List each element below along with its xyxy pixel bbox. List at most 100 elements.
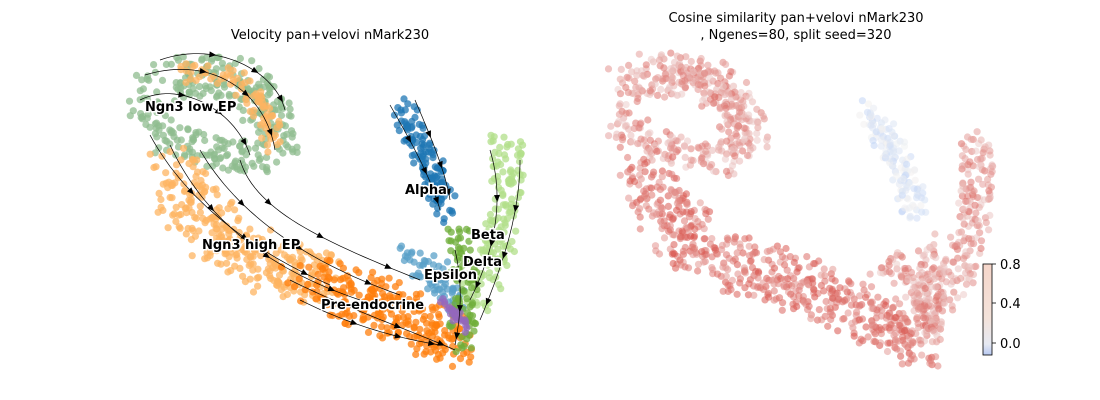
cell-point <box>245 261 253 269</box>
cell-point <box>817 271 825 279</box>
cell-point <box>419 143 427 151</box>
cell-point <box>755 269 763 277</box>
cell-point <box>670 250 679 258</box>
cell-point <box>734 270 742 278</box>
cell-point <box>962 280 971 288</box>
cell-point <box>723 111 731 119</box>
cell-point <box>709 266 717 274</box>
cell-point <box>486 210 494 219</box>
cell-point <box>168 127 176 135</box>
cell-point <box>840 296 849 304</box>
cell-point <box>871 338 880 346</box>
cell-point <box>218 225 226 233</box>
cell-point <box>451 192 459 200</box>
cell-point <box>698 102 706 110</box>
cell-point <box>403 249 411 257</box>
cell-point <box>435 313 443 321</box>
cell-point <box>744 291 753 299</box>
cell-point <box>176 124 184 132</box>
cell-point <box>978 154 986 162</box>
cell-point <box>890 120 898 128</box>
streamline-arrow <box>294 243 303 250</box>
cell-point <box>172 203 180 211</box>
cell-point <box>898 328 906 336</box>
cell-point <box>739 249 747 257</box>
cell-point <box>987 170 995 178</box>
cell-point <box>919 252 927 260</box>
cell-point <box>444 225 452 233</box>
cell-point <box>429 261 438 269</box>
cell-point <box>970 240 978 248</box>
cluster-label-ngn3-low-ep: Ngn3 low EP <box>145 100 236 115</box>
cell-point <box>781 261 789 269</box>
cell-point <box>651 242 660 250</box>
cell-point <box>404 317 412 325</box>
cell-point <box>984 175 992 183</box>
cell-point <box>228 198 236 206</box>
cell-point <box>899 333 907 341</box>
cell-point <box>271 131 279 139</box>
cell-point <box>212 234 220 242</box>
cell-point <box>624 168 632 176</box>
cell-point <box>500 151 509 159</box>
cell-point <box>347 285 355 293</box>
cell-point <box>219 164 227 172</box>
cell-point <box>911 176 919 184</box>
streamline-arrow <box>240 233 248 240</box>
cell-point <box>237 85 246 93</box>
cell-point <box>345 312 353 320</box>
cell-point <box>962 145 970 154</box>
cell-point <box>981 143 989 151</box>
cell-point <box>489 162 497 170</box>
cell-point <box>716 105 724 113</box>
cell-point <box>485 225 493 233</box>
cell-point <box>699 97 707 105</box>
cell-point <box>242 151 250 159</box>
cell-point <box>641 168 649 176</box>
cell-point <box>395 294 403 303</box>
cell-point <box>697 54 705 63</box>
streamline-arrow <box>237 199 245 207</box>
cell-point <box>616 143 624 151</box>
cell-point <box>246 107 254 115</box>
cluster-labels: Ngn3 low EP Ngn3 high EP Pre-endocrine A… <box>144 99 507 315</box>
cell-point <box>473 268 481 276</box>
cell-point <box>942 257 950 265</box>
cell-point <box>188 252 196 260</box>
cell-point <box>763 136 771 144</box>
cell-point <box>306 248 314 256</box>
cell-point <box>510 247 518 256</box>
cell-point <box>890 279 898 287</box>
cell-point <box>728 162 737 170</box>
streamline <box>159 53 286 111</box>
cell-point <box>708 235 716 243</box>
cell-point <box>258 98 266 106</box>
cell-point <box>379 305 387 313</box>
cell-point <box>499 168 507 176</box>
cell-point <box>615 110 624 118</box>
cell-point <box>297 297 305 305</box>
streamline-arrow <box>264 198 272 206</box>
colorbar-tick-label: 0.8 <box>1000 258 1021 273</box>
cell-point <box>125 97 134 105</box>
cell-point <box>921 196 929 204</box>
cell-point <box>754 274 762 282</box>
cell-point <box>373 276 381 285</box>
streamline-arrow <box>276 94 283 103</box>
cell-point <box>955 229 963 237</box>
cell-point <box>802 277 811 285</box>
cell-point <box>439 265 447 273</box>
cell-point <box>667 65 675 73</box>
cell-point <box>432 173 440 181</box>
cell-point <box>836 284 844 292</box>
cell-point <box>790 258 798 266</box>
cell-point <box>323 301 331 309</box>
cell-point <box>277 111 286 120</box>
cell-point <box>957 140 966 148</box>
cell-point <box>803 253 811 261</box>
streamline <box>289 279 456 351</box>
streamline-arrow <box>475 280 482 289</box>
cell-point <box>733 261 742 269</box>
cell-point <box>471 320 480 328</box>
cell-point <box>866 270 874 278</box>
